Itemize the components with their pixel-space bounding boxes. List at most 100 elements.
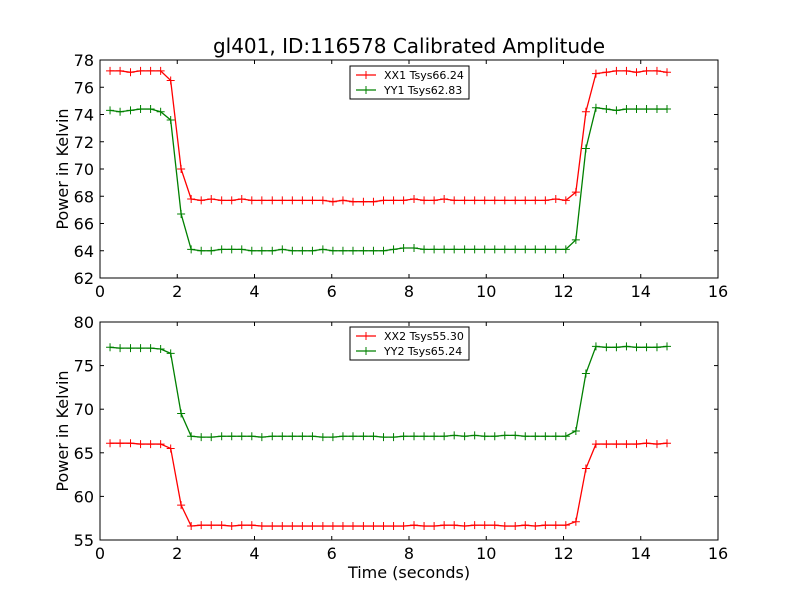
- data-point: [460, 245, 469, 254]
- data-point: [146, 66, 155, 75]
- data-point: [136, 66, 145, 75]
- data-point: [420, 432, 429, 441]
- y-tick-label: 55: [74, 531, 94, 550]
- data-point: [237, 521, 246, 530]
- data-point: [338, 196, 347, 205]
- data-point: [541, 196, 550, 205]
- data-point: [440, 432, 449, 441]
- data-point: [359, 432, 368, 441]
- x-tick-label: 10: [476, 544, 496, 563]
- data-point: [531, 522, 540, 531]
- data-point: [136, 105, 145, 114]
- data-point: [622, 342, 631, 351]
- data-point: [632, 440, 641, 449]
- data-point: [298, 432, 307, 441]
- data-point: [369, 197, 378, 206]
- legend-label: YY1 Tsys62.83: [383, 84, 462, 97]
- x-tick-label: 2: [172, 282, 182, 301]
- y-tick-label: 74: [74, 106, 94, 125]
- data-point: [126, 68, 135, 77]
- data-point: [602, 105, 611, 114]
- x-tick-label: 2: [172, 544, 182, 563]
- data-point: [318, 245, 327, 254]
- legend-box: [349, 65, 470, 100]
- bottom-panel: 0 2 4 6 8 10 12 14 16 55 60 65 70 75 80 Power in Kelvin…: [53, 313, 728, 563]
- y-tick-label: 62: [74, 269, 94, 288]
- data-point: [106, 439, 115, 448]
- legend-box: [349, 326, 470, 361]
- data-point: [460, 196, 469, 205]
- data-point: [440, 194, 449, 203]
- data-point: [247, 196, 256, 205]
- data-point: [197, 521, 206, 530]
- data-point: [663, 439, 672, 448]
- data-point: [359, 246, 368, 255]
- data-point: [389, 522, 398, 531]
- data-point: [106, 106, 115, 115]
- data-point: [278, 196, 287, 205]
- data-point: [561, 245, 570, 254]
- data-point: [460, 432, 469, 441]
- data-point: [521, 245, 530, 254]
- data-point: [207, 433, 216, 442]
- data-point: [126, 344, 135, 353]
- data-point: [490, 196, 499, 205]
- data-point: [237, 432, 246, 441]
- data-point: [187, 432, 196, 441]
- x-tick-label: 16: [708, 544, 728, 563]
- data-point: [268, 432, 277, 441]
- data-point: [460, 522, 469, 531]
- data-point: [328, 522, 337, 531]
- data-point: [389, 196, 398, 205]
- x-tick-label: 4: [249, 282, 259, 301]
- y-tick-label: 80: [74, 313, 94, 332]
- data-point: [187, 245, 196, 254]
- legend-marker: [362, 332, 370, 340]
- data-point: [379, 433, 388, 442]
- data-point: [187, 194, 196, 203]
- data-point: [541, 521, 550, 530]
- data-point: [298, 246, 307, 255]
- data-point: [622, 440, 631, 449]
- data-point: [591, 342, 600, 351]
- data-point: [379, 522, 388, 531]
- data-point: [146, 105, 155, 114]
- data-point: [278, 522, 287, 531]
- data-point: [602, 343, 611, 352]
- data-point: [652, 66, 661, 75]
- data-point: [348, 246, 357, 255]
- y-tick-label: 60: [74, 487, 94, 506]
- data-point: [622, 66, 631, 75]
- data-point: [389, 433, 398, 442]
- data-point: [369, 432, 378, 441]
- data-point: [116, 439, 125, 448]
- data-point: [632, 343, 641, 352]
- data-point: [521, 196, 530, 205]
- data-point: [227, 432, 236, 441]
- data-point: [642, 343, 651, 352]
- y-tick-label: 64: [74, 242, 94, 261]
- x-tick-label: 6: [327, 544, 337, 563]
- data-point: [420, 196, 429, 205]
- data-point: [379, 246, 388, 255]
- data-point: [652, 440, 661, 449]
- data-point: [268, 522, 277, 531]
- data-point: [197, 196, 206, 205]
- data-point: [156, 66, 165, 75]
- data-point: [247, 432, 256, 441]
- data-point: [359, 522, 368, 531]
- data-point: [268, 246, 277, 255]
- data-point: [197, 246, 206, 255]
- data-point: [450, 245, 459, 254]
- data-point: [420, 245, 429, 254]
- legend-label: YY2 Tsys65.24: [383, 345, 462, 358]
- data-point: [227, 245, 236, 254]
- data-point: [480, 196, 489, 205]
- data-point: [288, 246, 297, 255]
- y-tick-label: 68: [74, 187, 94, 206]
- data-point: [632, 68, 641, 77]
- data-point: [470, 196, 479, 205]
- x-tick-label: 10: [476, 282, 496, 301]
